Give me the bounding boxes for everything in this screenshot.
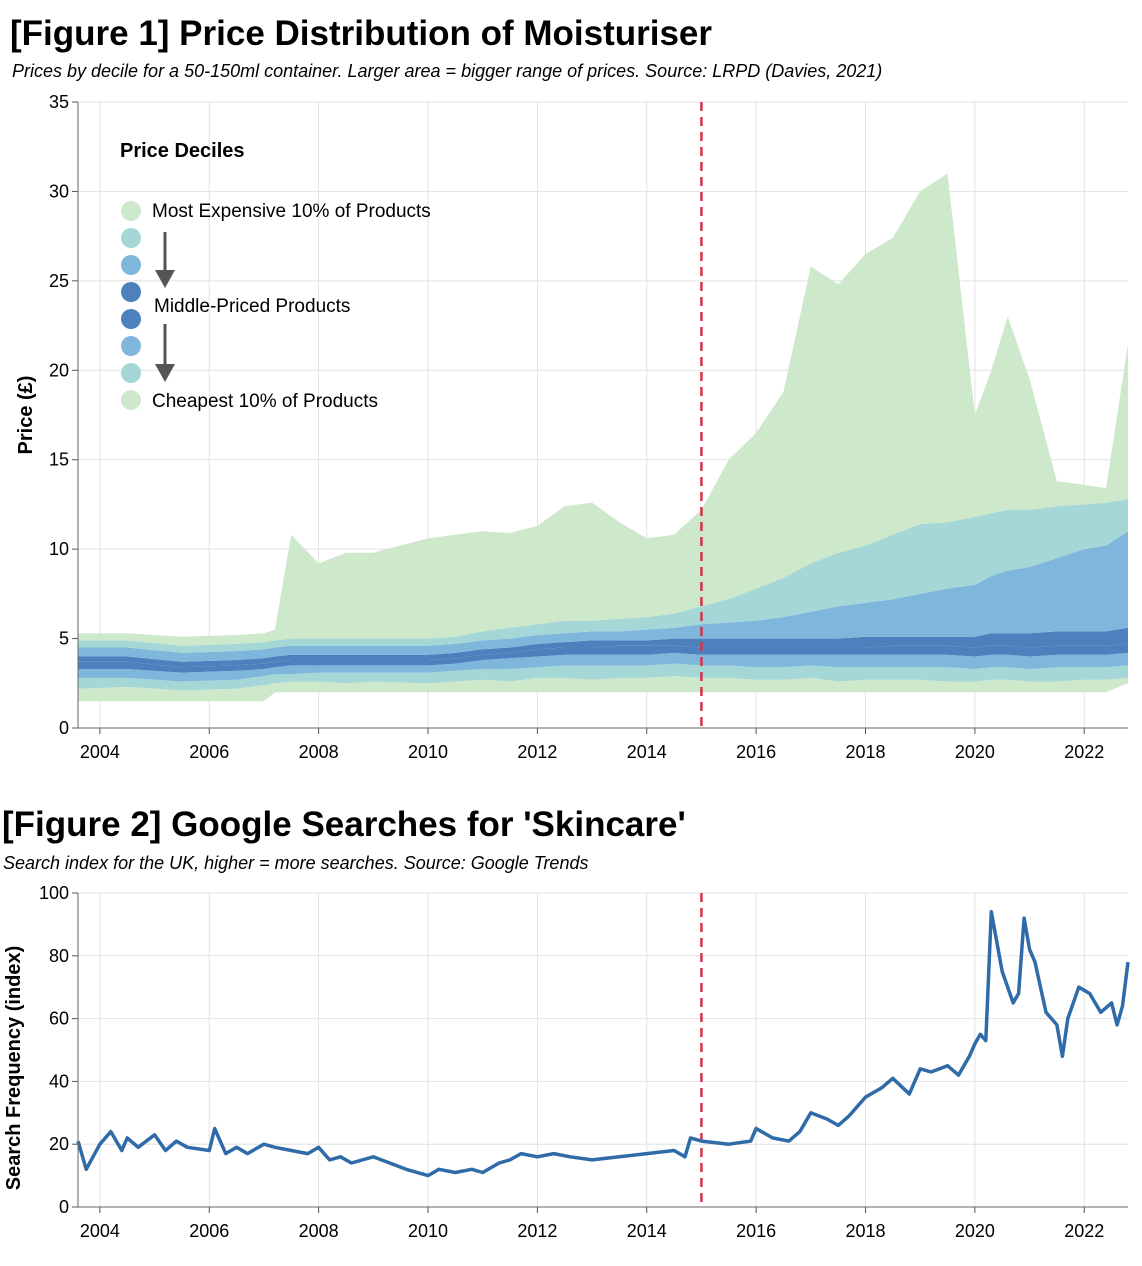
figure2-title: [Figure 2] Google Searches for 'Skincare… [2,805,686,844]
figure1-subtitle: Prices by decile for a 50-150ml containe… [12,61,883,81]
figure2-subtitle: Search index for the UK, higher = more s… [3,853,589,873]
price-x-tick-label: 2018 [845,742,885,762]
search-x-tick-label: 2008 [299,1221,339,1241]
price-x-tick-label: 2012 [517,742,557,762]
search-y-tick-label: 100 [39,883,69,903]
price-y-tick-label: 20 [49,360,69,380]
legend-label-middle: Middle-Priced Products [154,296,350,317]
legend-label-expensive: Most Expensive 10% of Products [152,201,431,222]
price-x-tick-label: 2010 [408,742,448,762]
search-x-tick-label: 2016 [736,1221,776,1241]
price-decile-band [78,643,1128,673]
price-decile-band [78,627,1128,668]
legend-swatch [121,228,141,248]
search-x-tick-label: 2010 [408,1221,448,1241]
price-x-tick-label: 2008 [299,742,339,762]
legend-swatch [121,363,141,383]
legend-arrow-head [155,364,175,382]
search-x-tick-label: 2012 [517,1221,557,1241]
price-y-tick-label: 15 [49,450,69,470]
legend-swatch [121,390,141,410]
legend-swatch [121,255,141,275]
price-y-axis-label: Price (£) [15,376,37,455]
price-decile-band [78,531,1128,662]
price-decile-band [78,652,1128,682]
legend-title: Price Deciles [120,140,245,162]
price-decile-band [78,499,1128,653]
price-y-tick-label: 35 [49,92,69,112]
legend-swatch [121,282,141,302]
price-y-tick-label: 0 [59,718,69,738]
price-x-tick-label: 2016 [736,742,776,762]
legend-arrow-head [155,270,175,288]
search-y-tick-label: 80 [49,946,69,966]
price-x-tick-label: 2022 [1064,742,1104,762]
search-y-tick-label: 40 [49,1071,69,1091]
search-frequency-line [76,910,1130,1178]
price-y-tick-label: 30 [49,181,69,201]
search-y-tick-label: 20 [49,1134,69,1154]
price-decile-band [78,173,1128,646]
legend-swatch [121,309,141,329]
search-x-tick-label: 2014 [627,1221,667,1241]
price-decile-band [78,676,1128,702]
price-x-tick-label: 2014 [627,742,667,762]
legend-swatch [121,336,141,356]
search-x-tick-label: 2004 [80,1221,120,1241]
search-y-axis-label: Search Frequency (index) [3,946,25,1191]
price-y-tick-label: 25 [49,271,69,291]
figure1-title: [Figure 1] Price Distribution of Moistur… [10,14,713,53]
search-x-tick-label: 2018 [845,1221,885,1241]
price-distribution-chart: 2004 2006 2008 2010 2012 2014 2016 2018 2020 2022… [15,92,1128,762]
price-decile-band [78,663,1128,691]
price-x-tick-label: 2004 [80,742,120,762]
search-y-tick-label: 0 [59,1197,69,1217]
price-x-tick-label: 2020 [955,742,995,762]
price-y-tick-label: 5 [59,629,69,649]
search-x-tick-label: 2020 [955,1221,995,1241]
price-y-tick-label: 10 [49,539,69,559]
search-y-tick-label: 60 [49,1009,69,1029]
search-x-tick-label: 2006 [189,1221,229,1241]
price-x-tick-label: 2006 [189,742,229,762]
search-x-tick-label: 2022 [1064,1221,1104,1241]
legend-label-cheapest: Cheapest 10% of Products [152,391,378,412]
legend-swatch [121,201,141,221]
